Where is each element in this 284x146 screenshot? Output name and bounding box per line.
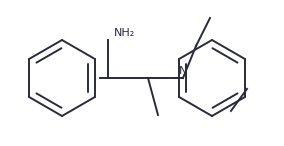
Text: NH₂: NH₂ [114,28,135,38]
Text: N: N [179,66,187,76]
